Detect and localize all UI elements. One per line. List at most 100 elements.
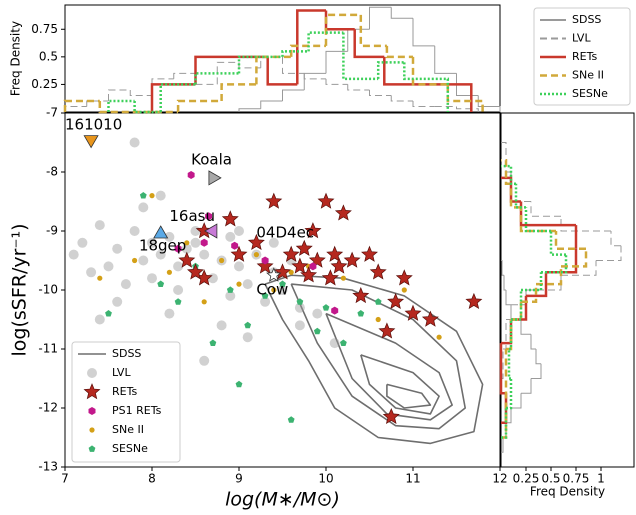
top-hist-step <box>390 95 413 102</box>
annotation: 16asu <box>169 207 215 225</box>
ret-point <box>265 192 283 209</box>
right-hist-step <box>554 231 586 250</box>
sesn-point <box>279 280 286 287</box>
top-hist-step <box>347 28 370 52</box>
right-hist-step <box>561 248 588 268</box>
lvl-point <box>129 137 140 148</box>
ret-point <box>317 192 335 209</box>
right-hist-step <box>526 272 548 298</box>
right-hist-step <box>503 319 507 350</box>
annotation: 18gep <box>139 236 186 254</box>
ret-point <box>334 204 352 221</box>
top-hist-step <box>359 14 387 48</box>
lvl-point <box>260 296 271 307</box>
ret-point <box>382 408 400 425</box>
top-hist-step <box>107 99 135 112</box>
top-hist-step <box>238 108 261 112</box>
right-hist-step <box>531 363 542 379</box>
sesn-point <box>287 416 295 423</box>
right-panel <box>500 112 635 468</box>
top-hist-step <box>98 100 179 114</box>
lvl-point <box>242 332 253 343</box>
plot-area <box>68 135 484 445</box>
sesn-point <box>340 339 347 346</box>
lvl-point <box>147 273 157 284</box>
right-hist-step <box>510 172 531 202</box>
right-hist-step <box>520 319 531 335</box>
right-hist-step <box>506 304 512 320</box>
sesn-point <box>374 298 382 305</box>
sn-ii-point <box>166 269 172 275</box>
top-hist-step <box>63 99 100 112</box>
right-hist-step <box>506 378 513 410</box>
ret-point <box>295 239 313 256</box>
ret-point <box>369 263 387 280</box>
sn-ii-point <box>288 269 294 275</box>
lvl-point <box>112 296 123 307</box>
top-hist-step <box>289 44 326 57</box>
top-y-axis-label: Freq Density <box>9 21 23 96</box>
lvl-point <box>164 308 175 319</box>
top-hist-step <box>446 84 484 112</box>
right-hist-step <box>501 260 504 276</box>
ps1-ret-point <box>309 262 317 271</box>
lvl-point <box>199 249 210 260</box>
event-marker <box>83 135 99 149</box>
ret-point <box>282 245 300 262</box>
lvl-point <box>112 243 123 254</box>
ret-point <box>421 310 439 327</box>
top-hist-step <box>325 50 348 74</box>
ret-point <box>178 251 196 268</box>
sn-ii-point <box>97 275 103 281</box>
top-hist-step <box>150 83 196 112</box>
right-hist-step <box>541 254 568 274</box>
event-marker <box>204 223 218 239</box>
right-hist-step <box>530 334 536 350</box>
right-hist-step <box>530 201 561 217</box>
event-marker <box>266 267 282 282</box>
ret-point <box>256 257 274 274</box>
top-hist-step <box>282 89 305 101</box>
lvl-point <box>94 220 105 231</box>
lvl-point <box>120 279 131 290</box>
right-hist-step <box>511 290 523 321</box>
ret-point <box>300 266 318 283</box>
right-hist-step <box>511 393 522 409</box>
top-hist-step <box>413 83 473 112</box>
lvl-point <box>225 231 236 242</box>
right-hist-step <box>501 158 511 186</box>
right-hist-step <box>519 207 556 233</box>
right-hist-step <box>610 231 621 247</box>
lvl-point <box>242 279 253 290</box>
lvl-point <box>129 226 140 236</box>
lvl-point <box>86 267 97 278</box>
lvl-point <box>294 302 305 313</box>
ps1-ret-point <box>187 171 195 179</box>
top-hist-step <box>237 55 283 74</box>
top-hist-step <box>129 89 152 96</box>
sn-ii-point <box>375 316 381 323</box>
right-hist-step <box>511 301 523 321</box>
top-hist-step <box>403 62 450 112</box>
top-hist-step <box>194 72 239 85</box>
ret-point <box>326 245 344 262</box>
sesn-point <box>357 310 365 317</box>
event-marker <box>153 225 169 239</box>
ret-point <box>387 292 405 310</box>
ps1-ret-point <box>331 306 339 315</box>
sesn-point <box>105 310 112 317</box>
top-hist-step <box>216 61 239 85</box>
top-hist-step <box>390 7 413 19</box>
top-hist-step <box>369 89 392 96</box>
right-hist-step <box>501 437 504 453</box>
top-hist-step <box>342 32 379 81</box>
lvl-point <box>155 190 166 201</box>
ret-point <box>274 263 291 280</box>
hist-legend-label: SNe II <box>572 69 604 82</box>
top-y-tick-label: 0.75 <box>31 22 58 36</box>
annotation: Koala <box>191 151 232 169</box>
event-marker <box>208 170 222 186</box>
sn-ii-point <box>271 287 277 293</box>
top-hist-step <box>347 84 370 91</box>
right-hist-step <box>519 201 576 227</box>
